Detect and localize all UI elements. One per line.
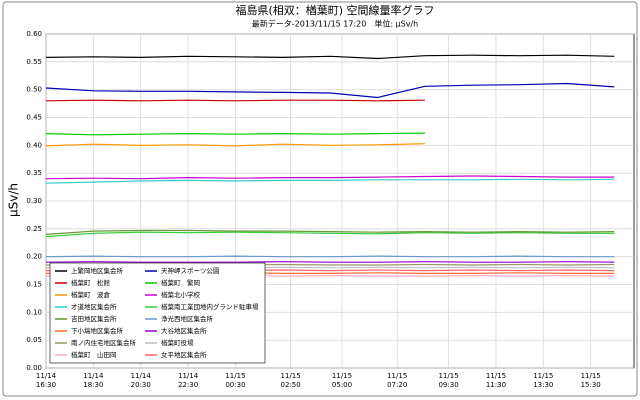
y-tick-label: 0.50 [26,86,42,94]
y-tick-label: 0.05 [26,336,42,344]
y-axis-label: μSv/h [7,183,21,217]
legend-label: 女平地区集会所 [161,350,207,359]
series-line [45,54,615,60]
series-line [45,229,615,235]
legend-box [49,262,266,364]
y-tick-label: 0.60 [26,30,42,38]
series-line [45,255,615,258]
x-tick-label: 11/14 18:30 [83,372,104,389]
series-line [45,261,615,263]
y-tick-label: 0.20 [26,253,42,261]
legend-label: 天神岬スポーツ公園 [161,266,219,275]
x-tick-label: 11/15 15:30 [581,372,601,389]
legend-label: 楢葉町役場 [161,338,194,347]
legend-label: 才道地区集会所 [71,302,117,311]
y-tick-label: 0.10 [26,308,42,316]
y-tick-label: 0.30 [26,197,42,205]
series-line [45,178,615,184]
y-tick-label: 0.00 [26,364,42,372]
x-tick-label: 11/15 07:20 [387,372,407,389]
chart-title: 福島県(相双：楢葉町) 空間線量率グラフ [235,3,434,17]
x-tick-label: 11/15 02:50 [281,372,301,389]
legend-label: 浄光西地区集会所 [161,314,214,323]
y-tick-label: 0.15 [26,281,42,289]
x-tick-label: 11/15 13:30 [533,372,553,389]
series-line [45,82,615,99]
series-line [45,175,615,180]
x-tick-label: 11/15 00:30 [225,372,245,389]
legend-label: 楢葉町 松館 [71,278,111,287]
legend-label: 楢葉南工業団地内グランド駐車場 [161,302,259,311]
legend-label: 吉田地区集会所 [71,314,117,323]
legend-label: 大谷地区集会所 [161,326,207,335]
legend-label: 楢葉町 波倉 [71,290,111,299]
x-tick-label: 11/14 16:30 [36,372,57,389]
series-line [45,231,615,238]
legend-label: 下小塙地区集会所 [71,326,124,335]
legend-label: 楢葉町 山田岡 [71,350,117,359]
y-tick-label: 0.25 [26,225,42,233]
chart-subtitle: 最新データ-2013/11/15 17:20 単位: μSv/h [252,19,419,29]
x-tick-label: 11/15 09:30 [438,372,458,389]
x-tick-label: 11/15 05:00 [332,372,352,389]
y-tick-label: 0.40 [26,141,42,149]
x-tick-label: 11/14 22:30 [178,372,199,389]
legend-label: 楢葉北小学校 [161,290,201,299]
legend-label: 南ノ内住宅地区集会所 [71,338,137,347]
x-tick-label: 11/14 20:30 [131,372,152,389]
y-tick-label: 0.35 [26,169,42,177]
x-tick-label: 11/15 11:30 [486,372,506,389]
legend-label: 上繁岡地区集会所 [71,266,124,275]
y-tick-label: 0.55 [26,58,42,66]
y-tick-label: 0.45 [26,114,42,122]
legend-label: 楢葉町 繁岡 [161,278,200,287]
